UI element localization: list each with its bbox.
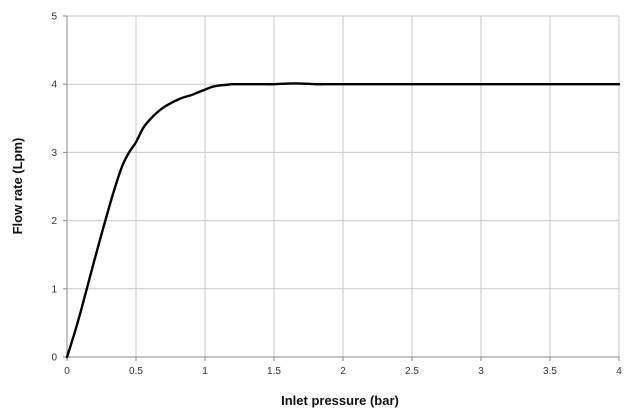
tick-labels: 0 0.5 1 1.5 2 2.5 3 3.5 4 0 1 2 3 4 5	[51, 12, 622, 378]
y-tick-label: 0	[51, 353, 57, 364]
x-axis-title: Inlet pressure (bar)	[281, 393, 399, 408]
y-tick-label: 4	[51, 80, 57, 91]
axes	[63, 15, 620, 361]
y-tick-label: 2	[51, 216, 57, 227]
y-tick-label: 1	[51, 284, 57, 295]
series-line-0	[65, 82, 621, 359]
x-tick-label: 3	[478, 366, 484, 377]
y-tick-label: 3	[51, 148, 57, 159]
x-tick-label: 1	[202, 366, 208, 377]
plot-area	[65, 82, 621, 359]
x-tick-label: 0	[64, 366, 70, 377]
y-tick-label: 5	[51, 12, 57, 23]
grid	[67, 15, 620, 357]
y-axis-title: Flow rate (Lpm)	[10, 138, 25, 235]
x-tick-label: 2.5	[405, 366, 419, 377]
x-tick-label: 3.5	[543, 366, 557, 377]
x-tick-label: 0.5	[129, 366, 143, 377]
x-tick-label: 2	[340, 366, 346, 377]
x-tick-label: 4	[616, 366, 622, 377]
x-tick-label: 1.5	[267, 366, 281, 377]
